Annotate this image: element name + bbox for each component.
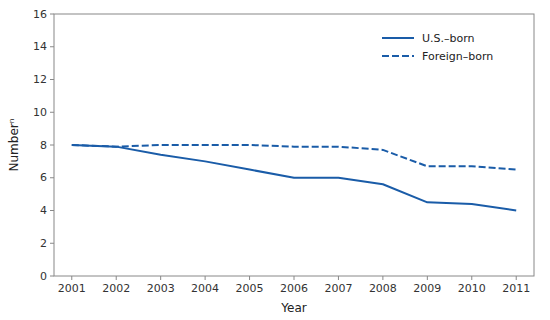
y-tick-label: 2 [40,237,47,250]
y-tick-label: 10 [33,106,47,119]
y-tick [50,79,54,80]
x-tick-label: 2008 [369,282,397,295]
series-line [72,145,516,211]
x-tick-label: 2003 [147,282,175,295]
chart-container: 0246810121416200120022003200420052006200… [0,0,550,320]
legend-box [374,24,524,70]
x-tick [516,276,517,280]
x-tick [205,276,206,280]
plot-frame [54,14,534,276]
x-tick [71,276,72,280]
x-tick-label: 2001 [58,282,86,295]
y-tick [50,243,54,244]
x-tick [382,276,383,280]
y-axis: 0 2 4 6 8 10 12 14 16 [33,8,54,283]
legend-swatch [382,37,414,39]
x-tick [427,276,428,280]
y-tick [50,112,54,113]
x-tick [338,276,339,280]
series-line [72,145,516,170]
y-tick-label: 6 [40,171,47,184]
y-tick-label: 12 [33,73,47,86]
y-tick [50,145,54,146]
y-tick-label: 8 [40,139,47,152]
y-tick-label: 4 [40,204,47,217]
x-tick [160,276,161,280]
x-tick-label: 2010 [458,282,486,295]
x-tick-label: 2007 [324,282,352,295]
x-tick-label: 2006 [280,282,308,295]
legend-swatch [382,55,414,57]
legend-label: U.S.–born [422,32,475,45]
x-tick [116,276,117,280]
y-tick [50,276,54,277]
chart-svg: 0246810121416200120022003200420052006200… [0,0,550,320]
y-tick-label: 16 [33,8,47,21]
y-tick [50,14,54,15]
x-tick-label: 2011 [502,282,530,295]
y-tick-label: 14 [33,40,47,53]
lines [72,145,516,211]
y-axis-label: Numberⁿ [7,118,21,171]
legend-label: Foreign–born [422,50,493,63]
y-tick [50,46,54,47]
x-tick-label: 2005 [236,282,264,295]
y-tick-label: 0 [40,270,47,283]
x-tick [471,276,472,280]
x-tick-label: 2004 [191,282,219,295]
y-tick [50,210,54,211]
x-axis-label: Year [280,301,306,315]
x-tick-label: 2002 [102,282,130,295]
y-tick [50,177,54,178]
x-tick [294,276,295,280]
x-tick [249,276,250,280]
x-axis: 2001 2002 2003 2004 2005 2006 2007 2008 2009 2010… [58,276,530,295]
x-tick-label: 2009 [413,282,441,295]
legend: U.S.–born Foreign–born [374,24,524,70]
